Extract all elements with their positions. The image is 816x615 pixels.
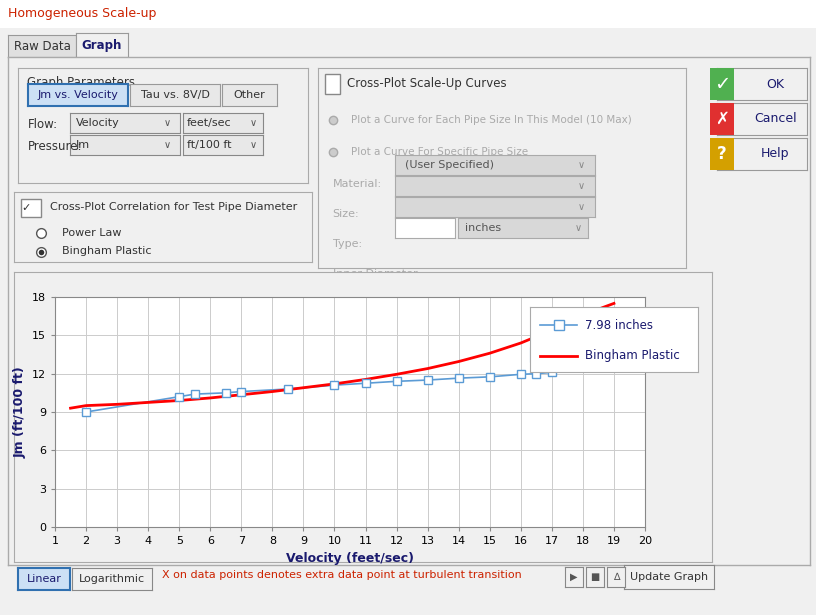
Text: Graph: Graph <box>82 39 122 52</box>
Text: Size:: Size: <box>333 209 359 219</box>
Text: Graph Parameters: Graph Parameters <box>27 76 135 89</box>
Text: Tau vs. 8V/D: Tau vs. 8V/D <box>140 90 210 100</box>
Y-axis label: Jm (ft/100 ft): Jm (ft/100 ft) <box>13 366 26 458</box>
Text: Cross-Plot Correlation for Test Pipe Diameter: Cross-Plot Correlation for Test Pipe Dia… <box>50 202 297 212</box>
Text: ∨: ∨ <box>578 202 585 212</box>
Text: Velocity: Velocity <box>76 118 119 128</box>
Text: Bingham Plastic: Bingham Plastic <box>62 247 151 256</box>
Text: Raw Data: Raw Data <box>14 39 70 52</box>
Bar <box>326 74 340 94</box>
Text: ∨: ∨ <box>250 118 256 128</box>
Text: Jm: Jm <box>76 140 90 150</box>
Text: ft/100 ft: ft/100 ft <box>187 140 232 150</box>
Text: inches: inches <box>464 223 501 233</box>
Text: Linear: Linear <box>27 574 61 584</box>
Text: ✓: ✓ <box>714 74 730 93</box>
Text: Plot a Curve for Each Pipe Size In This Model (10 Max): Plot a Curve for Each Pipe Size In This … <box>351 115 632 125</box>
Text: 7.98 inches: 7.98 inches <box>585 319 654 331</box>
Bar <box>20 199 42 216</box>
Text: ∆: ∆ <box>613 572 619 582</box>
Text: Power Law: Power Law <box>62 228 122 237</box>
Text: Homogeneous Scale-up: Homogeneous Scale-up <box>8 7 157 20</box>
Text: Inner Diameter:: Inner Diameter: <box>333 269 421 279</box>
Text: Help: Help <box>761 148 790 161</box>
Text: ▶: ▶ <box>570 572 578 582</box>
Text: ∨: ∨ <box>164 140 171 150</box>
Text: Cancel: Cancel <box>754 113 796 125</box>
Text: (User Specified): (User Specified) <box>405 160 494 170</box>
Text: Jm vs. Velocity: Jm vs. Velocity <box>38 90 118 100</box>
Text: X on data points denotes extra data point at turbulent transition: X on data points denotes extra data poin… <box>162 570 521 580</box>
Text: Update Graph: Update Graph <box>630 572 708 582</box>
Text: X: X <box>533 349 540 360</box>
Text: ∨: ∨ <box>250 140 256 150</box>
Text: Other: Other <box>233 90 265 100</box>
X-axis label: Velocity (feet/sec): Velocity (feet/sec) <box>286 552 414 565</box>
Text: Pressure:: Pressure: <box>28 140 82 153</box>
Text: Material:: Material: <box>333 179 382 189</box>
Text: Bingham Plastic: Bingham Plastic <box>585 349 681 362</box>
Text: ✗: ✗ <box>715 110 729 128</box>
Text: ?: ? <box>717 145 727 163</box>
Text: Plot a Curve For Specific Pipe Size: Plot a Curve For Specific Pipe Size <box>351 147 528 157</box>
Text: ∨: ∨ <box>578 181 585 191</box>
Text: ∨: ∨ <box>164 118 171 128</box>
Text: Cross-Plot Scale-Up Curves: Cross-Plot Scale-Up Curves <box>348 77 507 90</box>
Text: OK: OK <box>766 77 784 90</box>
Text: ∨: ∨ <box>574 223 582 233</box>
Text: Type:: Type: <box>333 239 361 249</box>
Text: Flow:: Flow: <box>28 118 58 131</box>
Text: ∨: ∨ <box>578 160 585 170</box>
Text: ✓: ✓ <box>21 203 31 213</box>
Text: feet/sec: feet/sec <box>187 118 232 128</box>
Text: ■: ■ <box>590 572 600 582</box>
Text: Logarithmic: Logarithmic <box>79 574 145 584</box>
